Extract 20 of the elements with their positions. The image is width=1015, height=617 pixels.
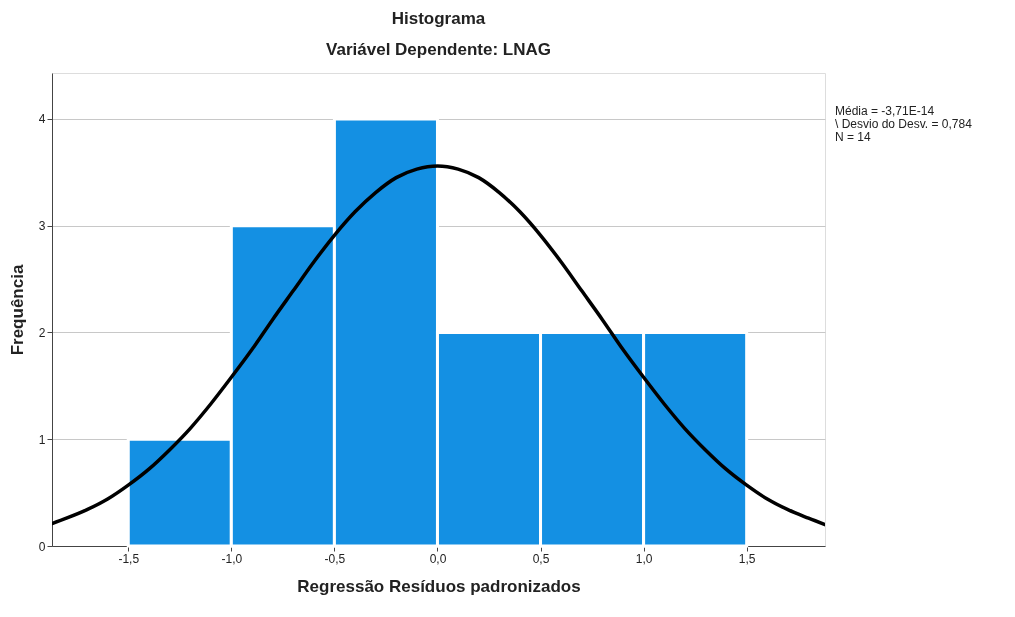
x-tick-label: 1,0 [635,551,653,566]
y-tick-label: 2 [38,325,46,340]
y-axis-title: Frequência [7,264,27,356]
x-tick-label: 0,5 [532,551,550,566]
chart-subtitle: Variável Dependente: LNAG [326,40,551,59]
text: N = 14 [835,130,872,144]
y-tick-label: 1 [38,432,46,447]
y-tick-label: 3 [38,219,46,234]
text: \ Desvio do Desv. = 0,784 [835,117,973,131]
x-tick-label: -0,5 [324,551,346,566]
y-tick-label: 4 [38,112,46,127]
x-tick-label: 1,5 [738,551,756,566]
text: Média = -3,71E-14 [835,104,935,118]
y-tick-label: 0 [38,539,46,554]
chart-title: Histograma [391,9,486,28]
x-tick-label: 0,0 [429,551,447,566]
x-tick-label: -1,0 [221,551,243,566]
x-tick-label: -1,5 [118,551,140,566]
line-series [52,164,825,527]
x-axis-title: Regressão Resíduos padronizados [297,576,581,596]
